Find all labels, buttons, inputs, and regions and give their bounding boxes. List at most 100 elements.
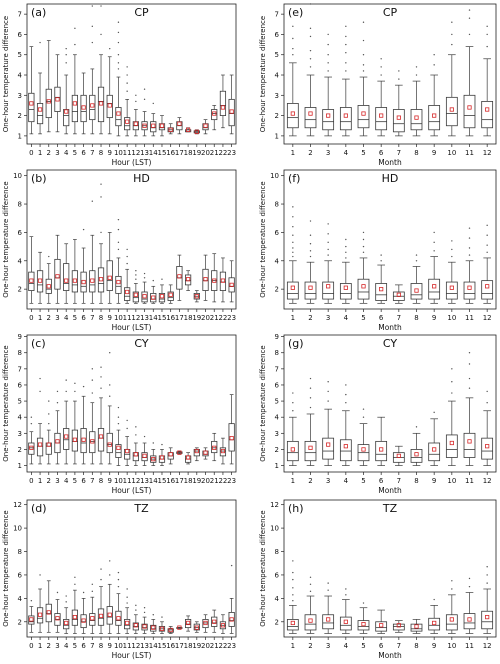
mean-marker	[432, 284, 437, 289]
box-10	[445, 240, 458, 304]
outlier-point	[486, 401, 488, 404]
box-12	[132, 604, 139, 634]
outlier-point	[126, 419, 128, 422]
outlier-point	[91, 583, 94, 586]
y-axis-label: One-hour temperature difference	[259, 181, 267, 297]
mean-marker	[125, 119, 130, 124]
box-15	[158, 278, 166, 304]
box-4	[63, 379, 70, 465]
box-21	[211, 609, 218, 633]
y-tick-label: 4	[18, 72, 23, 80]
iqr-box	[45, 603, 52, 623]
iqr-box	[481, 100, 494, 129]
x-tick-label: 21	[210, 642, 219, 650]
box-19	[193, 129, 200, 135]
outlier-point	[468, 363, 471, 365]
box-20	[202, 254, 209, 301]
box-9	[428, 411, 441, 466]
outlier-point	[468, 254, 471, 256]
x-tick-label: 17	[175, 477, 184, 485]
iqr-box	[304, 614, 317, 631]
outlier-point	[486, 33, 488, 36]
box-6	[375, 609, 388, 634]
x-tick-label: 4	[64, 642, 69, 650]
x-tick-label: 3	[326, 642, 330, 650]
box-22	[219, 437, 227, 465]
outlier-point	[327, 223, 329, 225]
x-tick-label: 0	[29, 642, 33, 650]
outlier-point	[39, 390, 41, 393]
mean-marker	[220, 448, 226, 454]
mean-marker	[194, 448, 199, 454]
outlier-point	[380, 74, 382, 76]
x-tick-label: 22	[218, 477, 227, 485]
outlier-point	[345, 238, 347, 241]
outlier-point	[292, 571, 294, 574]
box-0	[28, 600, 35, 633]
x-tick-label: 22	[218, 314, 227, 322]
x-tick-label: 14	[149, 642, 158, 650]
outlier-point	[309, 66, 312, 68]
box-12	[132, 426, 139, 466]
x-tick-label: 7	[397, 477, 401, 485]
outlier-point	[100, 33, 102, 36]
outlier-point	[74, 43, 76, 46]
outlier-point	[451, 248, 453, 251]
station-name: TZ	[382, 502, 398, 515]
outlier-point	[82, 385, 85, 388]
box-1	[286, 560, 299, 634]
outlier-point	[126, 596, 128, 598]
box-7	[89, 5, 96, 135]
mean-marker	[343, 285, 348, 290]
y-tick-label: 4	[275, 72, 280, 80]
outlier-point	[82, 591, 85, 594]
x-tick-label: 3	[55, 477, 59, 485]
box-6	[375, 254, 388, 304]
box-18	[185, 270, 192, 291]
x-tick-label: 12	[131, 149, 140, 157]
iqr-box	[463, 432, 476, 458]
outlier-point	[39, 574, 41, 576]
box-12	[481, 566, 494, 634]
box-10	[445, 580, 458, 634]
iqr-box	[71, 429, 78, 452]
outlier-point	[48, 255, 50, 258]
outlier-point	[126, 588, 128, 590]
x-tick-label: 23	[227, 477, 236, 485]
y-tick-label: 6	[275, 31, 280, 39]
mean-marker	[177, 121, 182, 126]
box-8	[410, 619, 423, 634]
box-8	[410, 426, 423, 466]
mean-marker	[467, 617, 472, 622]
iqr-box	[445, 96, 458, 127]
plot-frame	[26, 169, 237, 310]
mean-marker	[142, 123, 147, 128]
outlier-point	[30, 416, 33, 418]
iqr-box	[115, 107, 122, 127]
outlier-point	[345, 35, 347, 38]
mean-marker	[379, 447, 384, 452]
mean-marker	[467, 439, 472, 444]
outlier-point	[39, 377, 41, 380]
box-21	[211, 432, 218, 462]
box-5	[357, 231, 370, 304]
outlier-point	[161, 278, 163, 280]
iqr-box	[357, 105, 370, 129]
box-3	[54, 54, 61, 133]
x-tick-label: 2	[308, 642, 312, 650]
outlier-point	[327, 70, 329, 72]
iqr-box	[219, 90, 227, 116]
mean-marker	[55, 274, 60, 279]
mean-marker	[72, 437, 77, 442]
iqr-box	[97, 428, 105, 452]
x-tick-label: 2	[47, 314, 51, 322]
x-axis-label: Month	[378, 486, 402, 495]
x-tick-label: 1	[291, 477, 295, 485]
outlier-point	[109, 384, 111, 386]
x-tick-label: 6	[379, 642, 384, 650]
x-tick-label: 9	[107, 642, 111, 650]
mean-marker	[177, 274, 182, 279]
y-tick-label: 8	[18, 201, 22, 209]
iqr-box	[219, 271, 227, 291]
outlier-point	[292, 247, 294, 249]
